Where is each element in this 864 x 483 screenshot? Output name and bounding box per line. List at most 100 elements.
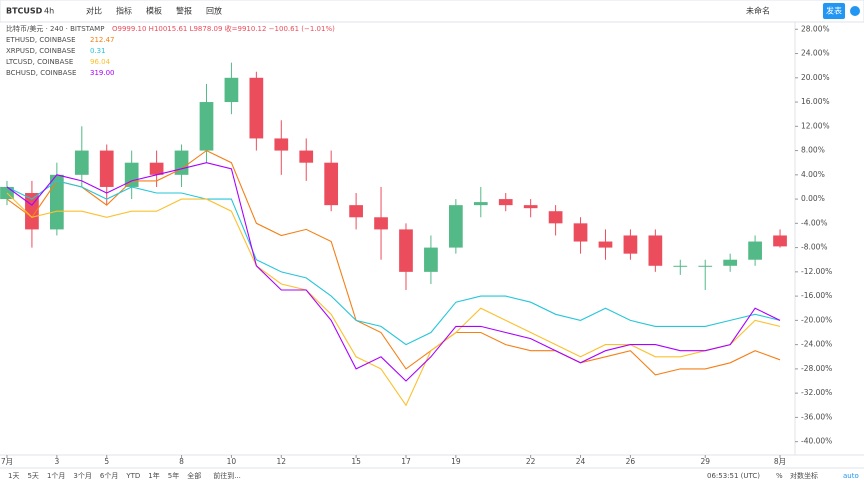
compare-line <box>6 149 781 376</box>
candle-body <box>673 265 688 267</box>
y-tick-label: -36.00% <box>801 412 832 421</box>
candle-body <box>448 205 463 248</box>
y-tick-label: 12.00% <box>801 121 830 130</box>
range-button[interactable]: 全部 <box>187 471 201 480</box>
x-tick-label: 5 <box>104 457 109 466</box>
candle-body <box>548 211 563 224</box>
publish-label[interactable]: 发表 <box>826 6 842 16</box>
range-button[interactable]: 5年 <box>168 471 179 480</box>
candle-body <box>473 202 488 206</box>
x-tick-label: 8 <box>179 457 184 466</box>
candle-body <box>199 102 214 151</box>
y-tick-label: -8.00% <box>801 243 828 252</box>
range-button[interactable]: 1年 <box>148 471 159 480</box>
y-tick-label: -12.00% <box>801 267 832 276</box>
candle-body <box>324 162 339 206</box>
candle-body <box>773 235 787 247</box>
y-tick-label: -32.00% <box>801 388 832 397</box>
interval[interactable]: 4h <box>44 7 54 16</box>
goto-button[interactable]: 前往到... <box>213 471 241 480</box>
legend-name: BCHUSD, COINBASE <box>6 69 76 77</box>
x-tick-label: 29 <box>700 457 710 466</box>
y-tick-label: -20.00% <box>801 315 832 324</box>
candle-body <box>224 77 239 103</box>
legend-name: XRPUSD, COINBASE <box>6 47 75 55</box>
x-tick-label: 17 <box>401 457 411 466</box>
y-tick-label: -16.00% <box>801 291 832 300</box>
legend-main: 比特币/美元 · 240 · BITSTAMP <box>6 24 104 33</box>
candle-body <box>299 150 314 163</box>
replay[interactable]: 回放 <box>206 6 222 16</box>
top-toolbar <box>0 0 864 23</box>
candle-body <box>174 150 189 175</box>
y-tick-label: 16.00% <box>801 97 830 106</box>
range-button[interactable]: 5天 <box>27 472 38 480</box>
candle-body <box>648 235 663 266</box>
range-button[interactable]: 6个月 <box>100 472 118 480</box>
x-tick-label: 7月 <box>1 457 13 466</box>
y-tick-label: 24.00% <box>801 49 830 58</box>
x-tick-label: 15 <box>351 457 361 466</box>
compare-line <box>6 180 781 346</box>
candle-body <box>424 247 438 272</box>
x-tick-label: 10 <box>227 457 237 466</box>
percent-toggle[interactable]: % <box>776 472 783 480</box>
candle-body <box>49 174 64 230</box>
layout-name[interactable]: 未命名 <box>746 6 770 16</box>
y-tick-label: 20.00% <box>801 73 830 82</box>
candle-body <box>399 229 413 272</box>
candle-body <box>623 235 638 254</box>
candle-body <box>573 223 588 242</box>
indicators[interactable]: 指标 <box>116 6 132 16</box>
candle-body <box>99 150 114 187</box>
bottom-bar: 1天 5天 1个月 3个月 6个月 YTD 1年 5年 全部 前往到... <box>8 471 241 480</box>
compare-legend: ETHUSD, COINBASE 212.47 XRPUSD, COINBASE 0.… <box>6 36 115 77</box>
compare-line <box>6 162 781 382</box>
compare[interactable]: 对比 <box>86 6 102 16</box>
alert[interactable]: 警报 <box>176 6 192 16</box>
log-toggle[interactable]: 对数坐标 <box>790 471 818 480</box>
x-tick-label: 8月 <box>774 457 786 466</box>
compare-line <box>6 192 781 407</box>
symbol[interactable]: BTCUSD <box>6 7 43 16</box>
templates[interactable]: 模板 <box>146 6 162 16</box>
legend-name: LTCUSD, COINBASE <box>6 58 73 66</box>
candle-body <box>723 259 738 266</box>
candle-body <box>374 217 388 230</box>
x-tick-label: 26 <box>626 457 636 466</box>
candle-body <box>74 150 89 175</box>
x-tick-label: 19 <box>451 457 461 466</box>
y-tick-label: 0.00% <box>801 194 825 203</box>
plot: 28.00% 24.00% 20.00% 16.00% 12.00% 8.00% 4.00%… <box>0 24 832 466</box>
range-button[interactable]: 1个月 <box>47 472 65 480</box>
y-tick-label: 4.00% <box>801 170 825 179</box>
x-tick-label: 3 <box>54 457 59 466</box>
range-button[interactable]: 1天 <box>8 472 19 480</box>
play-button[interactable] <box>850 6 860 16</box>
x-tick-label: 22 <box>526 457 536 466</box>
legend-last: 212.47 <box>90 36 115 44</box>
legend-name: ETHUSD, COINBASE <box>6 36 76 44</box>
legend-last: 0.31 <box>90 47 106 55</box>
x-tick-label: 12 <box>277 457 287 466</box>
legend-ohlc: O9999.10 H10015.61 L9878.09 收=9910.12 −1… <box>112 24 335 33</box>
candle-body <box>349 205 363 218</box>
y-tick-label: -4.00% <box>801 218 828 227</box>
candle-body <box>149 162 164 175</box>
y-tick-label: -40.00% <box>801 437 832 446</box>
y-tick-label: -24.00% <box>801 340 832 349</box>
candle-body <box>249 77 264 139</box>
range-button[interactable]: 3个月 <box>73 472 91 480</box>
y-tick-label: 8.00% <box>801 146 825 155</box>
x-tick-label: 24 <box>576 457 586 466</box>
legend-last: 319.00 <box>90 69 115 77</box>
range-button[interactable]: YTD <box>125 472 140 480</box>
candle-body <box>598 241 613 248</box>
candle-body <box>748 241 762 260</box>
auto-toggle[interactable]: auto <box>843 472 859 480</box>
y-tick-label: -28.00% <box>801 364 832 373</box>
publish-button[interactable] <box>823 3 845 19</box>
